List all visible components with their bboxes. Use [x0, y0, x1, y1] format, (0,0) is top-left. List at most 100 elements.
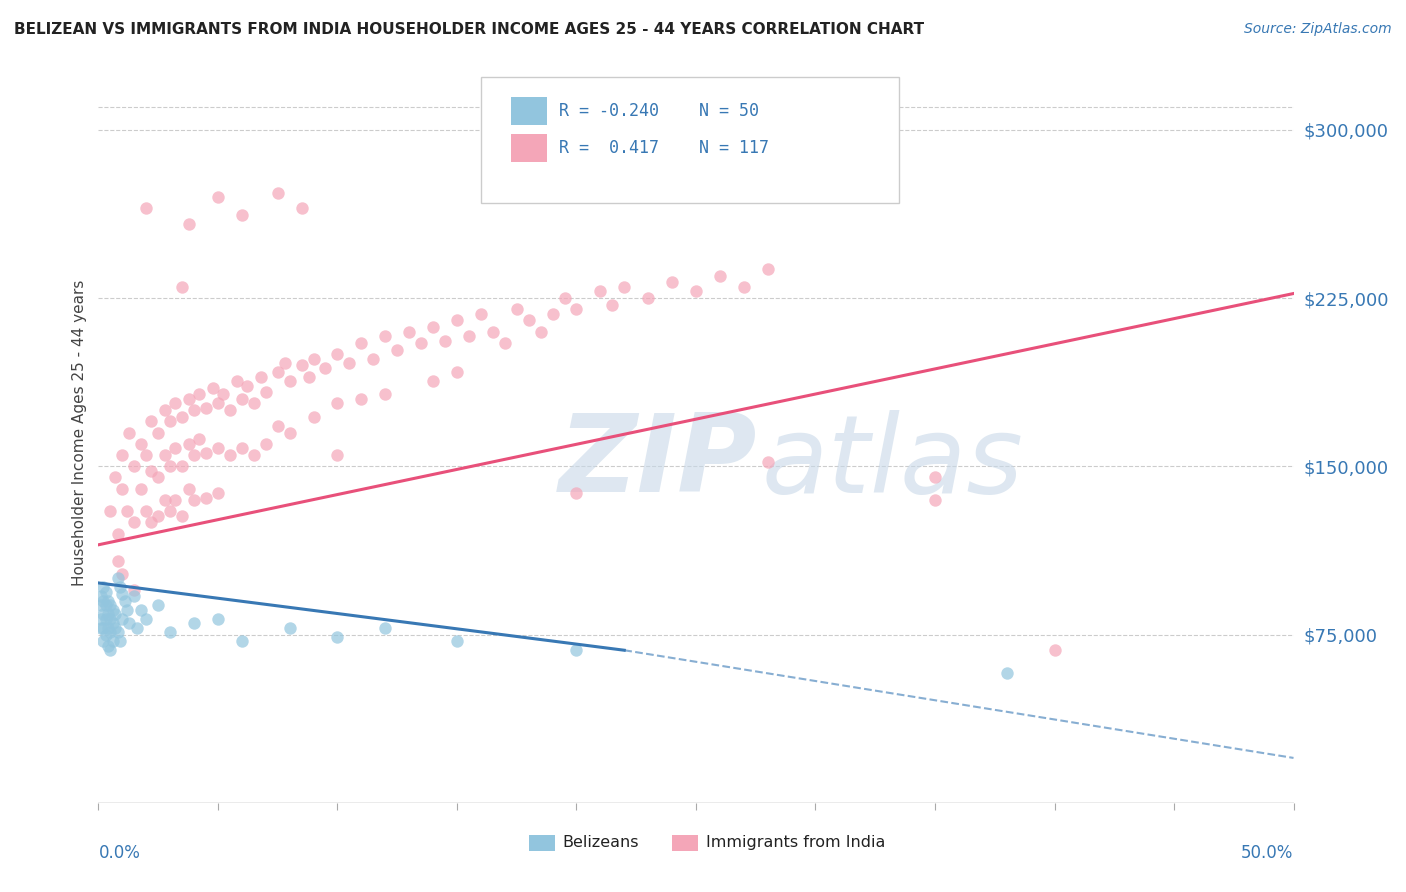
- Point: [267, 418, 290, 433]
- Point: [108, 581, 131, 595]
- Point: [183, 492, 205, 507]
- Point: [554, 291, 576, 305]
- Point: [250, 369, 273, 384]
- Point: [108, 634, 131, 648]
- Point: [107, 553, 129, 567]
- Point: [124, 516, 146, 530]
- Point: [350, 335, 373, 350]
- Point: [278, 621, 301, 635]
- FancyBboxPatch shape: [481, 78, 900, 203]
- Point: [104, 607, 127, 622]
- Point: [111, 612, 134, 626]
- Point: [124, 590, 146, 604]
- Point: [163, 492, 186, 507]
- Point: [98, 599, 122, 613]
- Text: R = -0.240    N = 50: R = -0.240 N = 50: [558, 103, 758, 120]
- Point: [107, 571, 129, 585]
- Point: [187, 433, 209, 447]
- Text: Immigrants from India: Immigrants from India: [706, 835, 884, 850]
- Point: [97, 621, 120, 635]
- FancyBboxPatch shape: [510, 97, 547, 126]
- Point: [207, 442, 229, 456]
- Point: [98, 504, 122, 518]
- Point: [148, 599, 170, 613]
- Point: [94, 599, 117, 613]
- Point: [183, 616, 205, 631]
- Point: [565, 486, 588, 500]
- Point: [107, 625, 129, 640]
- Point: [494, 335, 516, 350]
- Point: [91, 634, 114, 648]
- Point: [446, 634, 468, 648]
- Y-axis label: Householder Income Ages 25 - 44 years: Householder Income Ages 25 - 44 years: [72, 279, 87, 586]
- Point: [115, 603, 138, 617]
- FancyBboxPatch shape: [672, 835, 699, 851]
- Point: [385, 343, 409, 357]
- Text: R =  0.417    N = 117: R = 0.417 N = 117: [558, 139, 769, 157]
- Point: [411, 335, 433, 350]
- Point: [207, 190, 229, 204]
- Point: [326, 396, 349, 410]
- Point: [637, 291, 659, 305]
- Point: [179, 392, 201, 406]
- Point: [756, 261, 779, 276]
- Point: [90, 612, 112, 626]
- Point: [470, 307, 492, 321]
- Point: [530, 325, 553, 339]
- Point: [195, 446, 218, 460]
- Point: [541, 307, 564, 321]
- Point: [101, 634, 124, 648]
- Point: [350, 392, 373, 406]
- Point: [135, 201, 157, 215]
- Point: [235, 378, 257, 392]
- Point: [131, 482, 153, 496]
- Point: [172, 409, 194, 424]
- Point: [398, 325, 420, 339]
- Point: [94, 612, 117, 626]
- Point: [374, 621, 396, 635]
- Point: [302, 409, 325, 424]
- Point: [139, 414, 162, 428]
- Point: [298, 369, 321, 384]
- Point: [481, 325, 505, 339]
- Point: [565, 302, 588, 317]
- Point: [422, 374, 444, 388]
- Point: [589, 285, 612, 299]
- Point: [111, 482, 134, 496]
- Point: [111, 448, 134, 462]
- Point: [172, 508, 194, 523]
- Point: [661, 275, 683, 289]
- Point: [124, 459, 146, 474]
- Point: [207, 612, 229, 626]
- Point: [278, 425, 301, 440]
- Point: [139, 516, 162, 530]
- Point: [101, 616, 124, 631]
- Point: [135, 504, 157, 518]
- Point: [172, 280, 194, 294]
- Point: [207, 396, 229, 410]
- Text: Belizeans: Belizeans: [562, 835, 638, 850]
- Point: [94, 585, 117, 599]
- Point: [155, 403, 177, 417]
- Point: [90, 599, 112, 613]
- Point: [98, 625, 122, 640]
- Point: [97, 607, 120, 622]
- Point: [159, 414, 181, 428]
- Point: [131, 603, 153, 617]
- Point: [139, 464, 162, 478]
- Point: [114, 594, 136, 608]
- Point: [104, 621, 127, 635]
- Point: [90, 590, 112, 604]
- Point: [278, 374, 301, 388]
- Point: [124, 582, 146, 597]
- Point: [254, 385, 277, 400]
- Point: [291, 359, 314, 373]
- Point: [267, 365, 290, 379]
- Point: [374, 387, 396, 401]
- Point: [179, 482, 201, 496]
- Point: [326, 347, 349, 361]
- Point: [115, 504, 138, 518]
- Point: [159, 459, 181, 474]
- Point: [125, 621, 148, 635]
- Point: [517, 313, 540, 327]
